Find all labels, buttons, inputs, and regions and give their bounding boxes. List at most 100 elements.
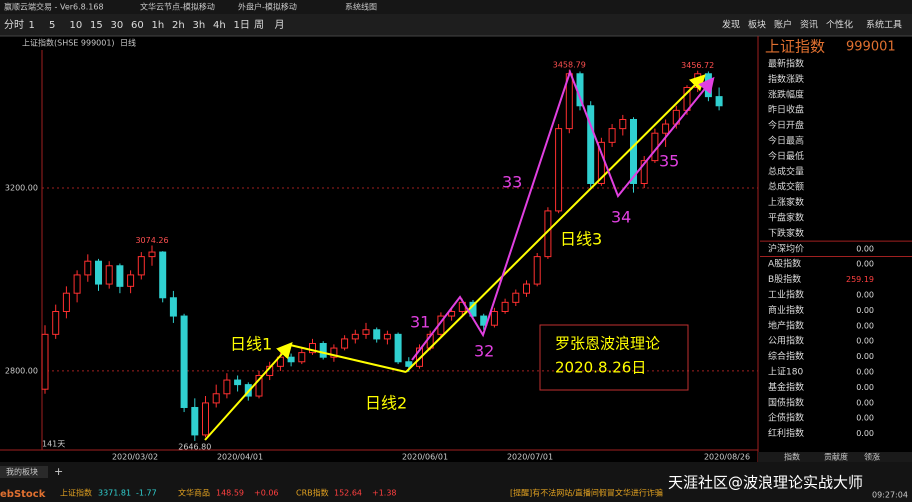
row-label: 公用指数 bbox=[768, 335, 804, 347]
candle-body bbox=[490, 310, 498, 326]
node: 文华云节点-模拟移动 bbox=[140, 2, 215, 12]
panel-title: 上证指数 bbox=[765, 38, 825, 56]
period[interactable]: 日线 bbox=[120, 38, 136, 48]
candle-body bbox=[223, 379, 231, 395]
period-button[interactable]: 5 bbox=[49, 20, 55, 31]
period-button[interactable]: 分时 bbox=[4, 19, 24, 31]
title-bar bbox=[0, 0, 912, 14]
candle-body bbox=[480, 315, 488, 326]
menu-item[interactable]: 板块 bbox=[748, 19, 766, 31]
wave-line bbox=[289, 344, 407, 373]
panel-tab[interactable]: 指数 bbox=[784, 452, 800, 462]
period-button[interactable]: 3h bbox=[193, 20, 206, 31]
panel-tab[interactable]: 领涨 bbox=[864, 452, 880, 462]
period-button[interactable]: 30 bbox=[111, 20, 124, 31]
price-label: 3456.72 bbox=[681, 61, 714, 70]
candle-body bbox=[319, 342, 327, 358]
x-tick-label: 2020/08/26 bbox=[704, 453, 750, 462]
period-button[interactable]: 1日 bbox=[234, 20, 250, 31]
day-count: 141天 bbox=[42, 440, 65, 449]
wave-line bbox=[411, 69, 715, 361]
menu-item[interactable]: 资讯 bbox=[800, 20, 818, 31]
period-button[interactable]: 60 bbox=[131, 20, 144, 31]
period-button[interactable]: 4h bbox=[213, 20, 226, 31]
ticker-price: 152.64 bbox=[334, 489, 362, 498]
candle-body bbox=[73, 274, 81, 294]
row-value: 0.00 bbox=[856, 321, 874, 330]
candle-body bbox=[52, 310, 60, 335]
candle-body bbox=[533, 256, 541, 285]
row-label: 平盘家数 bbox=[768, 212, 804, 224]
candle-body bbox=[394, 333, 402, 363]
quote-rows: 最新指数指数涨跌涨跌幅度昨日收盘今日开盘今日最高今日最低总成交量总成交额上涨家数… bbox=[760, 58, 912, 439]
candle-body bbox=[351, 333, 359, 340]
row-value: 0.00 bbox=[856, 414, 874, 423]
candle-body bbox=[608, 128, 616, 143]
row-value: 259.19 bbox=[846, 275, 874, 284]
candle-body bbox=[619, 118, 627, 130]
period-button[interactable]: 10 bbox=[70, 20, 83, 31]
row-value: 0.00 bbox=[856, 368, 874, 377]
period-button[interactable]: 月 bbox=[275, 19, 285, 31]
candle-body bbox=[105, 265, 113, 285]
candle-body bbox=[715, 96, 723, 107]
row-label: B股指数 bbox=[768, 273, 801, 285]
wave-label: 32 bbox=[474, 342, 494, 361]
candle-body bbox=[180, 315, 188, 408]
notice: [提醒]有不法网站/直播间假冒文华进行诈骗 bbox=[510, 488, 663, 498]
row-label: 企债指数 bbox=[768, 412, 804, 424]
add-tab[interactable]: + bbox=[54, 465, 63, 478]
period-button[interactable]: 2h bbox=[172, 20, 185, 31]
wave-label: 33 bbox=[502, 173, 522, 192]
row-label: 基金指数 bbox=[768, 381, 804, 393]
period-button[interactable]: 周 bbox=[254, 19, 264, 31]
candle-body bbox=[630, 118, 637, 184]
row-label: 地产指数 bbox=[768, 319, 804, 331]
row-value: 0.00 bbox=[856, 398, 874, 407]
view: 系统线图 bbox=[345, 2, 377, 12]
candle-body bbox=[127, 274, 135, 287]
tab[interactable] bbox=[0, 466, 48, 478]
tab-label[interactable]: 我的板块 bbox=[6, 467, 38, 477]
period-button[interactable]: 1 bbox=[29, 20, 35, 31]
candle-body bbox=[640, 160, 648, 184]
period-button[interactable]: 1h bbox=[152, 20, 165, 31]
candle-body bbox=[212, 393, 220, 404]
candle-body bbox=[512, 292, 520, 303]
menu-item[interactable]: 账户 bbox=[774, 19, 792, 31]
row-label: 总成交量 bbox=[768, 165, 804, 177]
menu-item[interactable]: 系统工具 bbox=[866, 19, 902, 31]
ticker-name: CRB指数 bbox=[296, 488, 329, 498]
candle-body bbox=[95, 260, 102, 285]
ticker-price: 148.59 bbox=[216, 489, 244, 498]
row-label: 今日最低 bbox=[768, 150, 804, 162]
candle-body bbox=[373, 329, 381, 340]
price-label: 2646.80 bbox=[178, 442, 211, 451]
row-label: 红利指数 bbox=[768, 427, 804, 439]
x-tick-label: 2020/04/01 bbox=[217, 453, 263, 462]
ticker-change: +0.06 bbox=[254, 489, 279, 498]
menu-item[interactable]: 发现 bbox=[722, 19, 740, 31]
note-line: 罗张恩波浪理论 bbox=[555, 335, 660, 353]
period-button[interactable]: 15 bbox=[90, 20, 103, 31]
row-label: 涨跌幅度 bbox=[768, 88, 804, 100]
row-label: 上证180 bbox=[768, 367, 803, 378]
menu-item[interactable]: 个性化 bbox=[826, 19, 853, 31]
panel-tabs bbox=[758, 452, 912, 462]
note-box bbox=[539, 324, 689, 391]
price-label: 3458.79 bbox=[553, 60, 586, 69]
row-label: 沪深均价 bbox=[768, 242, 804, 254]
candle-body bbox=[62, 292, 70, 312]
candle-body bbox=[41, 333, 49, 390]
note-line: 2020.8.26日 bbox=[555, 359, 646, 377]
candle-body bbox=[448, 310, 456, 317]
price-label: 3074.26 bbox=[135, 236, 168, 245]
candle-body bbox=[523, 283, 530, 294]
row-label: 今日最高 bbox=[768, 135, 804, 147]
x-tick-label: 2020/03/02 bbox=[112, 453, 158, 462]
panel-tab[interactable]: 贡献度 bbox=[824, 452, 848, 462]
x-tick-label: 2020/07/01 bbox=[507, 453, 553, 462]
status-bar bbox=[0, 462, 912, 502]
ticker-price: 3371.81 bbox=[98, 489, 131, 498]
